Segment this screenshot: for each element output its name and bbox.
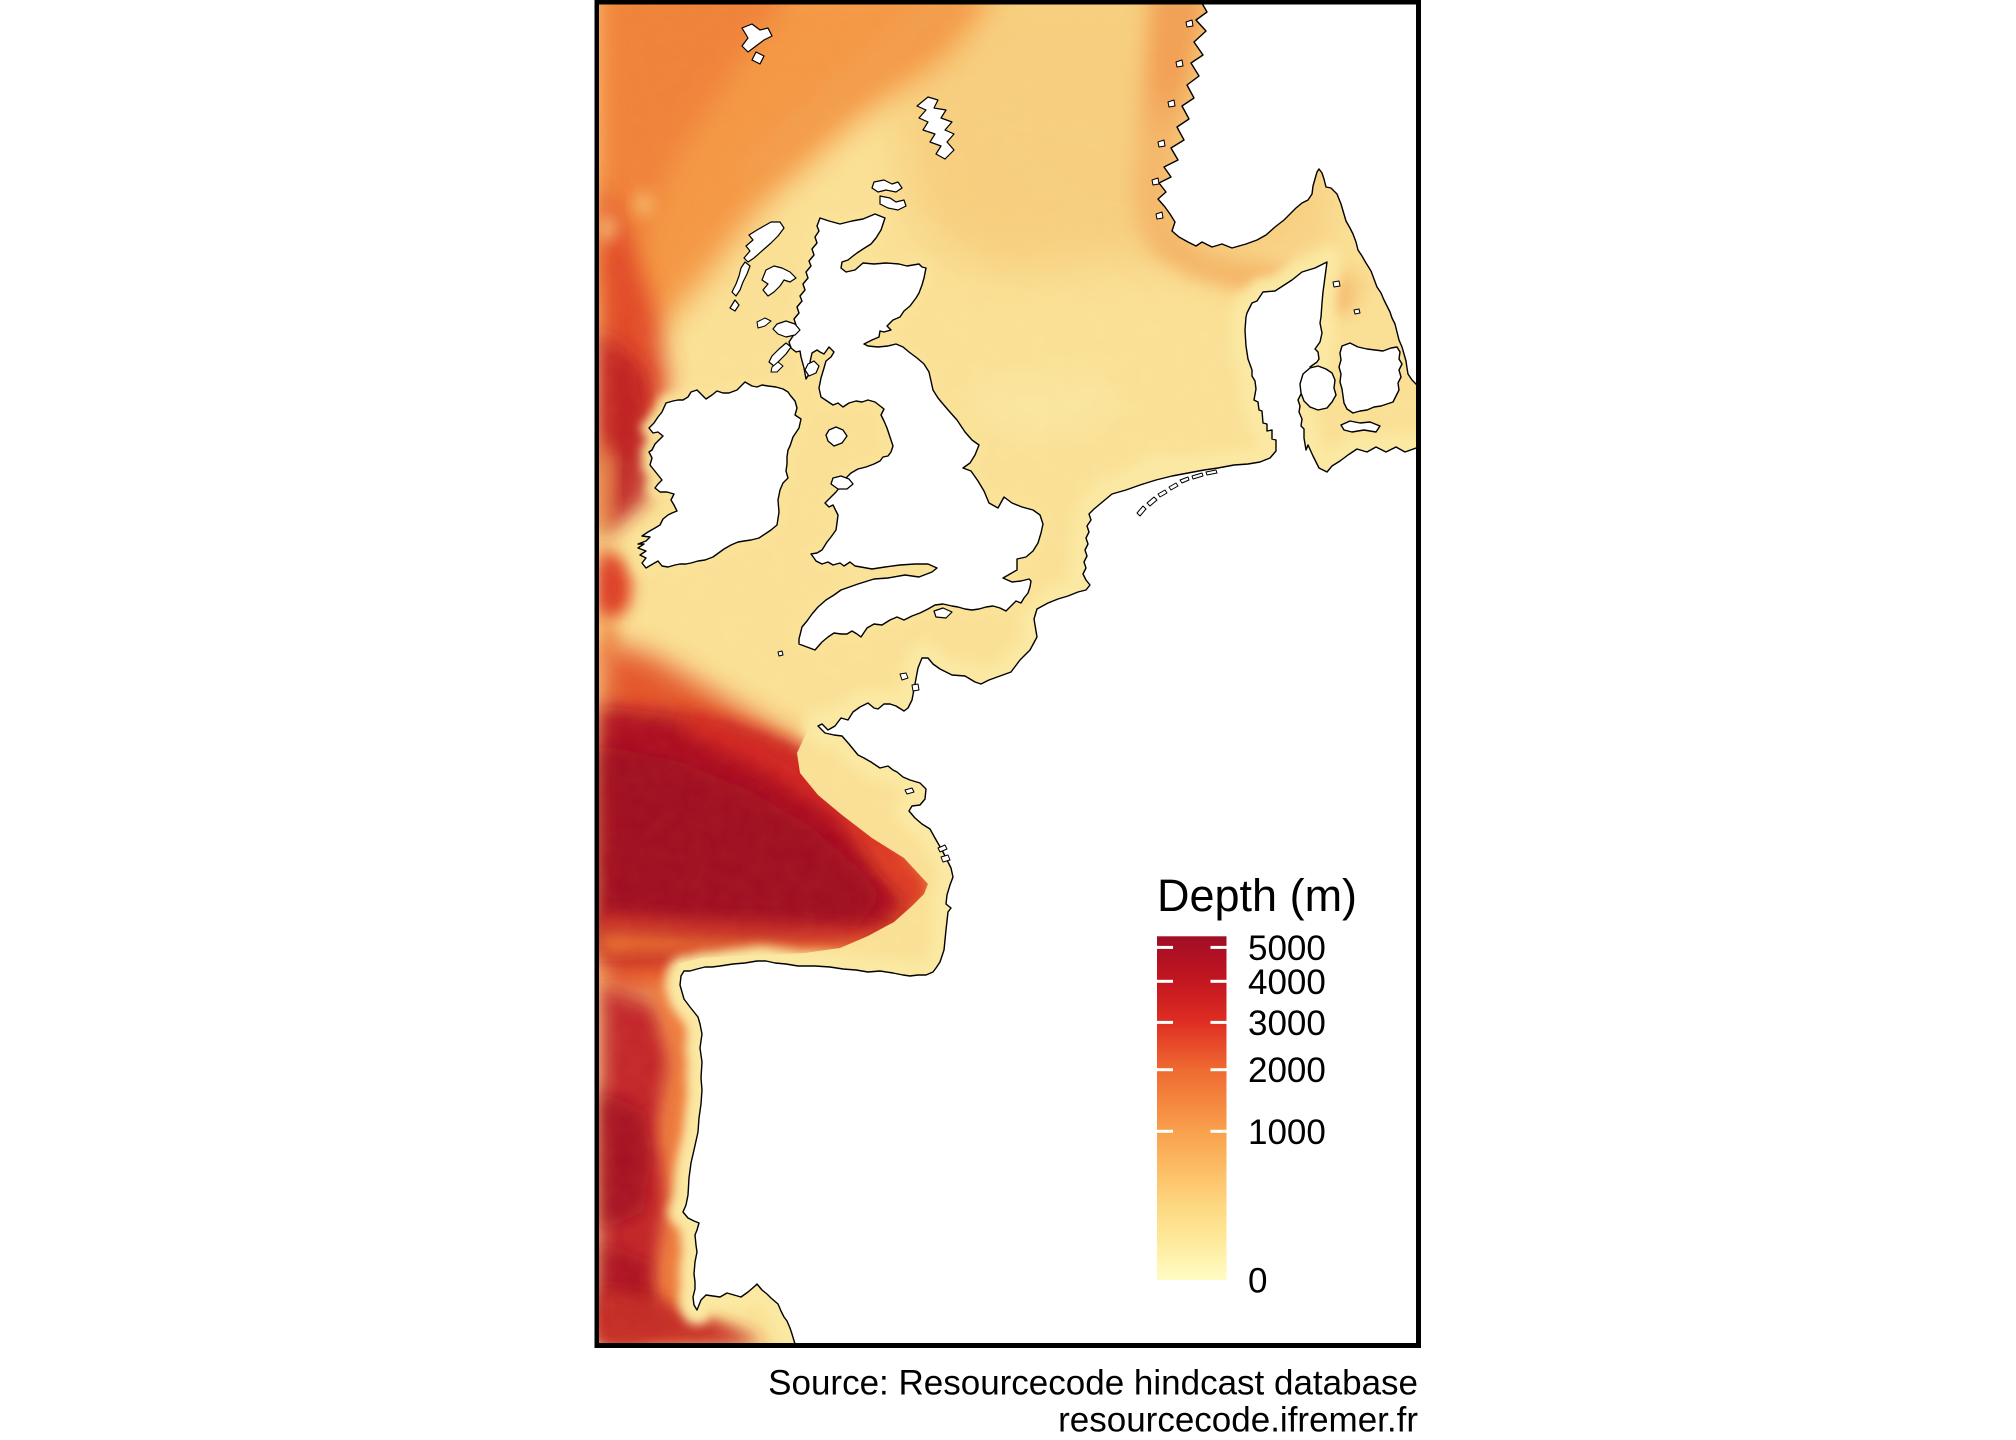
svg-text:1000: 1000	[1248, 1113, 1326, 1152]
svg-text:0: 0	[1248, 1262, 1267, 1301]
svg-text:4000: 4000	[1248, 963, 1326, 1002]
svg-text:resourcecode.ifremer.fr: resourcecode.ifremer.fr	[1058, 1401, 1418, 1440]
svg-text:3000: 3000	[1248, 1004, 1326, 1043]
svg-text:Depth (m): Depth (m)	[1157, 870, 1357, 921]
svg-text:Source: Resourcecode hindcast: Source: Resourcecode hindcast database	[768, 1364, 1418, 1403]
svg-text:2000: 2000	[1248, 1051, 1326, 1090]
svg-text:5000: 5000	[1248, 929, 1326, 968]
